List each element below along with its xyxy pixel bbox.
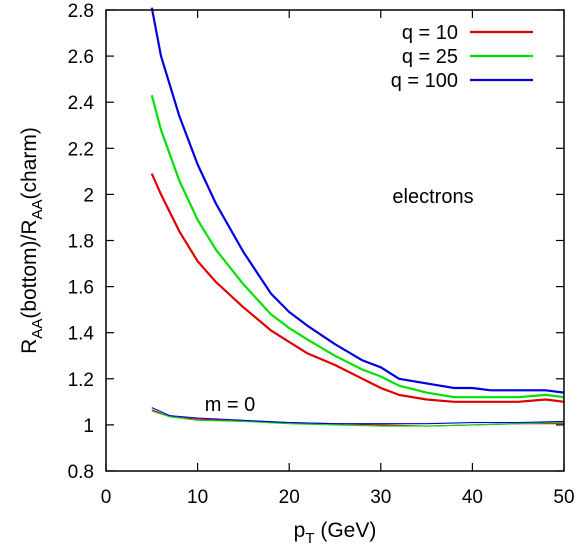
plot-frame [105,9,565,472]
x-axis-title-main: p [294,519,306,542]
y-tick-label: 2 [83,185,94,206]
x-axis-title-unit: (GeV) [315,519,377,542]
y-tick-label: 2.6 [68,47,94,68]
y-tick-label: 2.4 [68,93,95,114]
series-layer [150,7,565,427]
x-tick-label: 30 [370,487,391,508]
y-axis-title-part-1: R [18,339,41,354]
y-tick-label: 2.8 [68,1,94,22]
x-axis-title-sub: T [305,530,314,547]
legend-label: q = 10 [402,22,458,44]
x-tick-label: 40 [462,487,483,508]
y-axis-title-part-2: (bottom)/R [18,219,41,318]
series-line-m0-2 [151,410,565,427]
y-tick-label: 1.2 [68,370,94,391]
x-tick-label: 0 [101,487,112,508]
y-tick-label: 1 [83,416,94,437]
y-tick-label: 1.8 [68,232,94,253]
y-tick-label: 1.6 [68,278,94,299]
y-tick-label: 1.4 [68,324,95,345]
tick-layer: 0 10 20 30 40 50 0.8 1 1.2 1.4 1.6 1.8 2 2.2 2.4 2.6 2.8 [68,1,575,508]
annotation-electrons: electrons [392,186,473,208]
x-tick-label: 10 [187,487,208,508]
x-tick-label: 50 [553,487,574,508]
series-line-3 [150,7,565,394]
y-axis-title-sub-1: AA [29,319,46,339]
x-tick-label: 20 [279,487,300,508]
annotation-m-zero: m = 0 [205,394,256,416]
y-tick-label: 0.8 [68,462,94,483]
legend-label: q = 25 [402,46,458,68]
y-tick-label: 2.2 [68,139,94,160]
x-axis-title: pT (GeV) [294,519,377,547]
legend-label: q = 100 [391,70,458,92]
y-axis-title-part-3: (charm) [18,127,41,199]
legend: q = 10q = 25q = 100 [391,22,533,92]
series-line-2 [150,95,565,399]
y-axis-title-sub-2: AA [29,199,46,219]
y-axis-title: RAA(bottom)/RAA(charm) [18,127,46,354]
series-line-m0-3 [151,407,565,425]
series-line-1 [150,173,565,403]
